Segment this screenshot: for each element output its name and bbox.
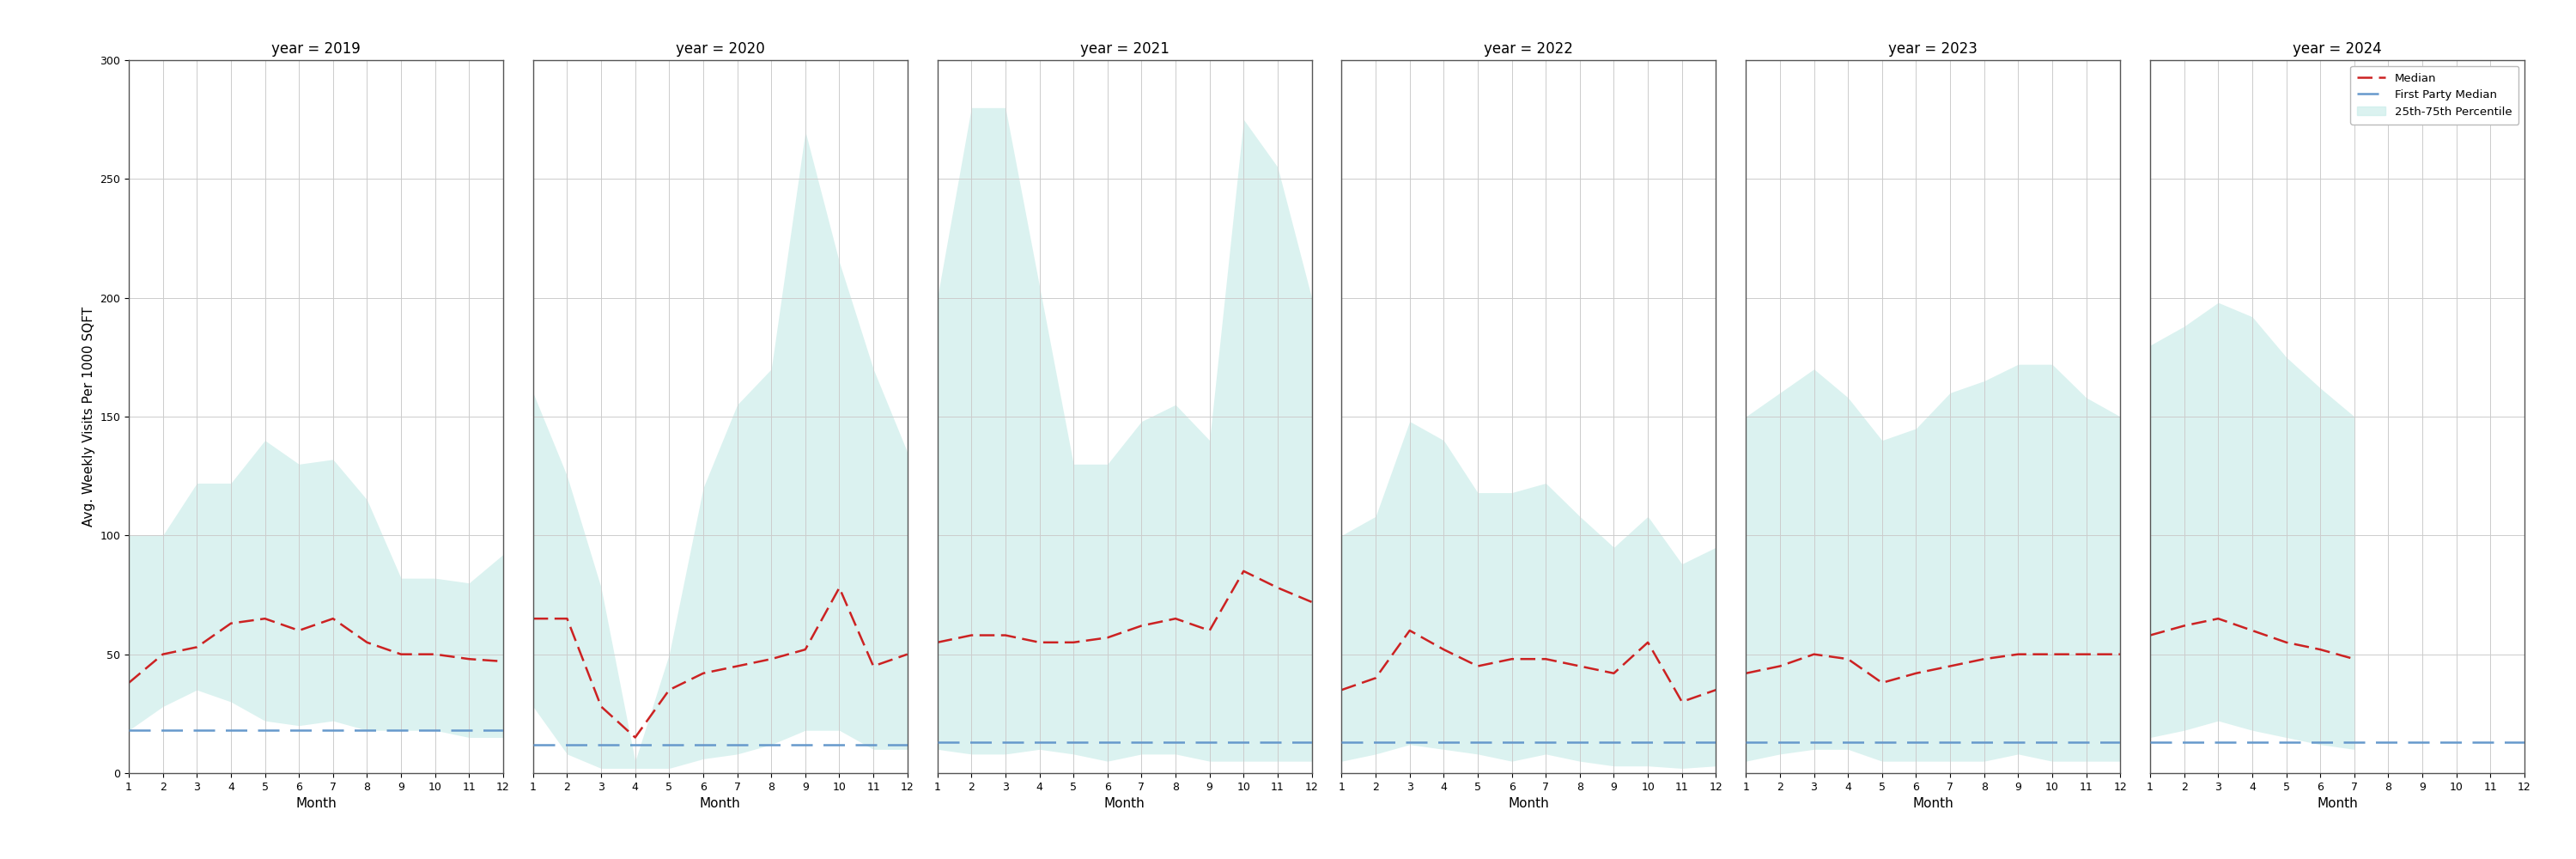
Median [922, 637, 953, 648]
First Party Median [1293, 737, 1324, 747]
Median [1530, 654, 1561, 664]
Median [1229, 566, 1260, 576]
Median [487, 656, 518, 667]
Title: year = 2024: year = 2024 [2293, 41, 2383, 57]
Median [1798, 649, 1829, 660]
Median [1731, 668, 1762, 679]
Line: Median: Median [1342, 631, 1716, 702]
Median [1497, 654, 1528, 664]
First Party Median [2099, 737, 2130, 747]
Median [113, 678, 144, 688]
Median [2272, 637, 2303, 648]
Median [1296, 597, 1327, 607]
First Party Median [922, 737, 953, 747]
First Party Median [889, 737, 920, 747]
Median [2339, 654, 2370, 664]
Title: year = 2020: year = 2020 [675, 41, 765, 57]
Median [2236, 625, 2267, 636]
Median [1901, 668, 1932, 679]
Median [891, 649, 922, 660]
Median [551, 613, 582, 624]
Median [1059, 637, 1090, 648]
Median [2071, 649, 2102, 660]
First Party Median [1698, 737, 1728, 747]
Median [350, 637, 381, 648]
Median [1394, 625, 1425, 636]
Title: year = 2019: year = 2019 [270, 41, 361, 57]
X-axis label: Month: Month [701, 797, 742, 810]
Line: Median: Median [533, 588, 907, 737]
First Party Median [2136, 737, 2166, 747]
Median [585, 702, 616, 712]
Median [453, 654, 484, 664]
Median [791, 644, 822, 655]
X-axis label: Month: Month [1911, 797, 1953, 810]
X-axis label: Month: Month [1105, 797, 1144, 810]
Median [216, 618, 247, 629]
X-axis label: Month: Month [1510, 797, 1548, 810]
Median [1935, 661, 1965, 672]
Line: Median: Median [129, 618, 502, 683]
Median [1765, 661, 1795, 672]
First Party Median [1731, 737, 1762, 747]
Title: year = 2022: year = 2022 [1484, 41, 1574, 57]
Median [1463, 661, 1494, 672]
Median [317, 613, 348, 624]
Median [654, 685, 685, 695]
First Party Median [1327, 737, 1358, 747]
Median [1968, 654, 1999, 664]
Median [2002, 649, 2032, 660]
Median [2202, 613, 2233, 624]
Median [1092, 632, 1123, 643]
Median [180, 642, 211, 652]
Median [518, 613, 549, 624]
Median [1832, 654, 1862, 664]
Median [1667, 697, 1698, 707]
Median [283, 625, 314, 636]
Median [2136, 631, 2166, 641]
Median [824, 582, 855, 593]
Title: year = 2021: year = 2021 [1079, 41, 1170, 57]
Median [1360, 673, 1391, 683]
Median [1427, 644, 1458, 655]
Line: Median: Median [2151, 618, 2354, 659]
Line: Median: Median [1747, 655, 2120, 683]
Median [1159, 613, 1190, 624]
Median [1700, 685, 1731, 695]
Median [1868, 678, 1899, 688]
Median [858, 661, 889, 672]
Median [755, 654, 786, 664]
Line: Median: Median [938, 571, 1311, 643]
First Party Median [518, 740, 549, 750]
Median [688, 668, 719, 679]
Median [989, 631, 1020, 641]
Median [420, 649, 451, 660]
Median [1195, 625, 1226, 636]
Median [147, 649, 178, 660]
Median [1327, 685, 1358, 695]
Median [1126, 620, 1157, 631]
Median [1025, 637, 1056, 648]
Legend: Median, First Party Median, 25th-75th Percentile: Median, First Party Median, 25th-75th Pe… [2349, 66, 2519, 125]
Median [1262, 582, 1293, 593]
Title: year = 2023: year = 2023 [1888, 41, 1978, 57]
Median [2169, 620, 2200, 631]
Median [386, 649, 417, 660]
Median [250, 613, 281, 624]
Median [956, 631, 987, 641]
Y-axis label: Avg. Weekly Visits Per 1000 SQFT: Avg. Weekly Visits Per 1000 SQFT [82, 307, 95, 527]
Median [621, 732, 652, 742]
Median [721, 661, 752, 672]
X-axis label: Month: Month [296, 797, 337, 810]
Median [2038, 649, 2069, 660]
Median [1597, 668, 1628, 679]
First Party Median [484, 740, 515, 750]
Median [1564, 661, 1595, 672]
First Party Median [113, 725, 144, 735]
X-axis label: Month: Month [2316, 797, 2357, 810]
First Party Median [80, 725, 111, 735]
Median [2105, 649, 2136, 660]
Median [2306, 644, 2336, 655]
Median [1633, 637, 1664, 648]
